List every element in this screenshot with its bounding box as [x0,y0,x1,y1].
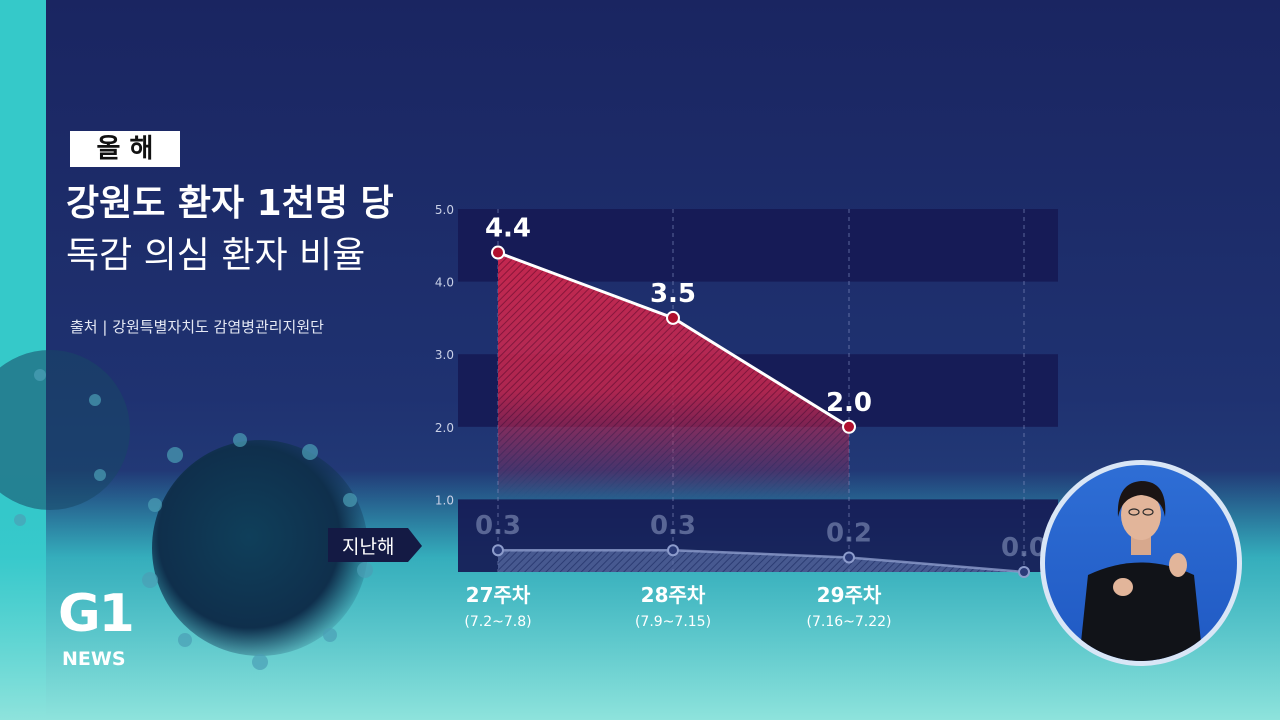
legend-arrow [328,528,422,562]
x-category-label: 27주차 [466,583,531,607]
y-tick-label: 3.0 [435,348,454,362]
x-category-date-range: (7.2~7.8) [464,614,531,630]
previous-year-line [498,548,1025,574]
grid-band-0 [458,209,1058,282]
x-category-label: 29주차 [817,583,882,607]
sign-language-interpreter-inset [1040,460,1242,666]
previous-year-point [492,544,504,557]
chart-title-line1: 강원도 환자 1천명 당 [66,183,394,224]
current-year-point [842,419,856,434]
source-note: 출처 | 강원특별자치도 감염병관리지원단 [70,318,324,336]
current-year-data-label: 2.0 [826,388,872,418]
previous-year-data-label: 0.3 [650,511,696,541]
y-axis-ticks: 1.0 2.0 3.0 4.0 5.0 [435,203,454,507]
previous-year-area [498,550,1024,572]
x-category-label: 28주차 [641,583,706,607]
x-category-date-range: (7.16~7.22) [807,614,892,630]
previous-year-point [1018,566,1030,578]
previous-year-point [843,551,855,564]
current-year-data-label: 3.5 [650,279,696,309]
previous-year-data-label: 0.3 [475,511,521,541]
previous-year-data-label: 0.2 [826,518,872,548]
previous-year-legend: 지난해 [328,528,422,562]
current-year-tag: 올 해 [70,131,180,167]
interpreter-face [1121,490,1161,540]
previous-year-series: 0.3 0.3 0.2 0.0 [475,511,1047,578]
g1-news-logo: G1 NEWS [58,584,135,670]
previous-year-point [667,544,679,557]
logo-mark: G1 [58,584,135,644]
y-tick-label: 4.0 [435,276,454,290]
interpreter-dress [1078,562,1204,661]
legend-label-previous-year: 지난해 [342,536,394,558]
current-year-point [666,310,680,325]
x-axis-labels: 27주차 (7.2~7.8) 28주차 (7.9~7.15) 29주차 (7.16~7.2… [464,583,891,630]
interpreter-left-hand [1113,578,1133,596]
logo-subtext: NEWS [62,648,126,670]
virus-decoration [0,350,373,670]
current-year-point [491,245,505,260]
current-year-data-label: 4.4 [485,214,531,244]
current-year-area [498,252,849,500]
x-category-date-range: (7.9~7.15) [635,614,711,630]
y-tick-label: 5.0 [435,203,454,217]
previous-year-data-label: 0.0 [1001,533,1047,563]
chart-title-line2: 독감 의심 환자 비율 [66,235,366,276]
y-tick-label: 2.0 [435,421,454,435]
y-tick-label: 1.0 [435,493,454,507]
interpreter-right-hand [1169,553,1187,577]
current-year-series: 4.4 3.5 2.0 [485,214,872,500]
